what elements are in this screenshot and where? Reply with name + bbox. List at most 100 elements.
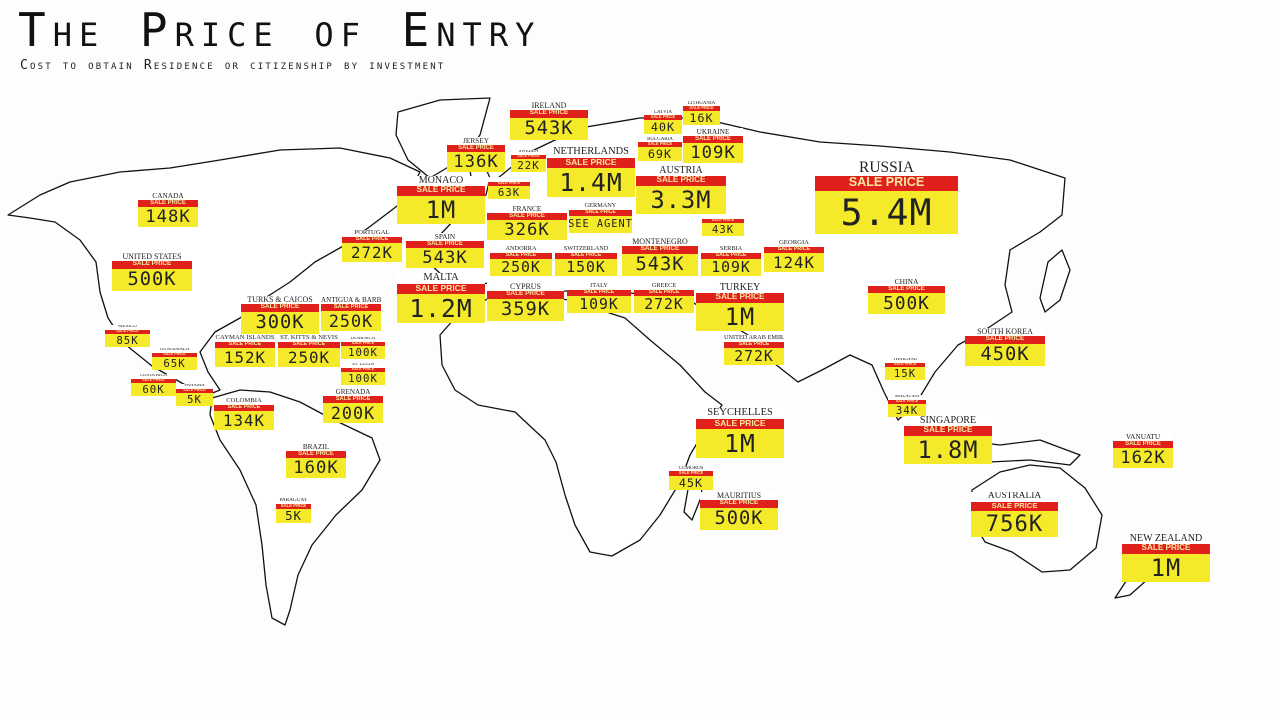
country-name: ST. KITTS & NEVIS bbox=[278, 335, 340, 342]
price-tag-latvia: LATVIA SALE PRICE 40K bbox=[644, 110, 682, 134]
country-name: PARAGUAY bbox=[276, 498, 311, 504]
price-value: 300K bbox=[255, 312, 305, 334]
price-value: 1.8M bbox=[917, 436, 979, 464]
price-tag-mauritius: MAURITIUS SALE PRICE 500K bbox=[700, 492, 778, 530]
country-name: RUSSIA bbox=[815, 160, 958, 177]
price-value: 109K bbox=[711, 258, 751, 276]
price-value: SEE AGENT bbox=[569, 218, 632, 231]
price-value: 162K bbox=[1120, 447, 1166, 468]
sale-price-banner: SALE PRICE bbox=[323, 396, 383, 403]
country-name: SEYCHELLES bbox=[696, 408, 784, 419]
price-tag-paraguay: PARAGUAY SALE PRICE 5K bbox=[276, 498, 311, 523]
sale-price-banner: SALE PRICE bbox=[214, 404, 274, 411]
country-name: ITALY bbox=[567, 283, 631, 290]
price-tag-st-lucia: ST. LUCIA SALE PRICE 100K bbox=[341, 363, 385, 385]
price-tag-canada: CANADA SALE PRICE 148K bbox=[138, 192, 198, 227]
price-tag-comoros: COMOROS SALE PRICE 45K bbox=[669, 466, 713, 490]
sale-price-banner: SALE PRICE bbox=[724, 341, 784, 348]
country-name: BULGARIA bbox=[638, 137, 682, 143]
country-name: SOUTH KOREA bbox=[965, 328, 1045, 337]
price-value: 1M bbox=[425, 196, 457, 224]
country-name: ST. LUCIA bbox=[341, 363, 385, 368]
sale-price-banner: SALE PRICE bbox=[622, 246, 698, 254]
price-value: 45K bbox=[678, 476, 704, 490]
country-name: MONACO bbox=[397, 176, 485, 187]
price-value: 1M bbox=[1150, 554, 1182, 582]
country-name: MEXICO bbox=[105, 325, 150, 330]
price-tag-netherlands: NETHERLANDS SALE PRICE 1.4M bbox=[547, 147, 635, 197]
price-value: 43K bbox=[711, 223, 735, 236]
price-value: 543K bbox=[422, 247, 468, 268]
sale-price-banner: SALE PRICE bbox=[138, 199, 198, 207]
sale-price-banner: SALE PRICE bbox=[341, 341, 385, 346]
price-value: 60K bbox=[142, 383, 165, 396]
sale-price-banner: SALE PRICE bbox=[278, 341, 340, 348]
price-tag-greece: GREECE SALE PRICE 272K bbox=[634, 283, 694, 313]
sale-price-banner: SALE PRICE bbox=[547, 158, 635, 168]
price-value: 40K bbox=[650, 120, 676, 134]
price-tag-ireland: IRELAND SALE PRICE 543K bbox=[510, 102, 588, 140]
sale-price-banner: SALE PRICE bbox=[868, 285, 945, 294]
sale-price-banner: SALE PRICE bbox=[904, 426, 992, 436]
price-value: 160K bbox=[293, 457, 339, 478]
price-value: 109K bbox=[690, 142, 736, 163]
price-value: 5.4M bbox=[840, 191, 933, 234]
price-tag-panama: PANAMA SALE PRICE 5K bbox=[176, 384, 213, 406]
country-name: CYPRUS bbox=[487, 283, 564, 292]
price-value: 3.3M bbox=[650, 186, 712, 214]
price-value: 500K bbox=[127, 269, 177, 291]
country-name: UNITED STATES bbox=[112, 253, 192, 262]
price-tag-switzerland: SWITZERLAND SALE PRICE 150K bbox=[555, 246, 617, 276]
country-name: CAYMAN ISLANDS bbox=[215, 335, 275, 342]
price-tag-spain: SPAIN SALE PRICE 543K bbox=[406, 233, 484, 268]
country-name: MALAYSIA bbox=[888, 395, 926, 400]
country-name: MALTA bbox=[397, 273, 485, 284]
price-value: 1M bbox=[724, 429, 756, 458]
sale-price-banner: SALE PRICE bbox=[490, 252, 552, 259]
price-value: 34K bbox=[895, 404, 919, 417]
country-name: SERBIA bbox=[701, 246, 761, 253]
sale-price-banner: SALE PRICE bbox=[644, 115, 682, 120]
price-tag-bulgaria: BULGARIA SALE PRICE 69K bbox=[638, 137, 682, 161]
price-tag-france: FRANCE SALE PRICE 326K bbox=[487, 205, 567, 240]
sale-price-banner: SALE PRICE bbox=[701, 252, 761, 259]
country-name: AUSTRIA bbox=[636, 166, 726, 177]
sale-price-banner: SALE PRICE bbox=[341, 367, 385, 372]
price-value: 543K bbox=[635, 254, 685, 276]
price-tag-thailand: THAILAND SALE PRICE 15K bbox=[885, 358, 925, 380]
price-value: 250K bbox=[288, 348, 330, 367]
country-name: SWEDEN bbox=[511, 150, 546, 155]
price-value: 134K bbox=[223, 411, 265, 430]
price-tag-jersey: JERSEY SALE PRICE 136K bbox=[447, 137, 505, 172]
country-name: TURKEY bbox=[696, 283, 784, 294]
price-value: 16K bbox=[689, 111, 714, 125]
country-name bbox=[702, 214, 744, 219]
price-value: 152K bbox=[224, 348, 266, 367]
sale-price-banner: SALE PRICE bbox=[176, 388, 213, 393]
country-name: TURKS & CAICOS bbox=[241, 296, 319, 305]
price-tag-turkey: TURKEY SALE PRICE 1M bbox=[696, 283, 784, 331]
price-tag-georgia: GEORGIA SALE PRICE 124K bbox=[764, 240, 824, 272]
country-name: MAURITIUS bbox=[700, 492, 778, 501]
price-tag-colombia: COLOMBIA SALE PRICE 134K bbox=[214, 398, 274, 430]
price-tag-andorra: ANDORRA SALE PRICE 250K bbox=[490, 246, 552, 276]
japan-outline bbox=[1039, 249, 1071, 313]
price-tag-montenegro: MONTENEGRO SALE PRICE 543K bbox=[622, 238, 698, 276]
price-tag-portugal: PORTUGAL SALE PRICE 272K bbox=[342, 230, 402, 262]
price-value: 756K bbox=[985, 510, 1044, 537]
price-value: 543K bbox=[524, 118, 574, 140]
price-value: 500K bbox=[883, 293, 930, 314]
price-tag-brazil: BRAZIL SALE PRICE 160K bbox=[286, 443, 346, 478]
sale-price-banner: SALE PRICE bbox=[971, 501, 1058, 511]
country-name: PANAMA bbox=[176, 384, 213, 389]
sale-price-banner: SALE PRICE bbox=[965, 336, 1045, 344]
sale-price-banner: SALE PRICE bbox=[105, 329, 150, 334]
country-name: MONTENEGRO bbox=[622, 238, 698, 247]
price-tag-cayman-islands: CAYMAN ISLANDS SALE PRICE 152K bbox=[215, 335, 275, 367]
country-name: ANTIGUA & BARBUDA bbox=[321, 297, 381, 305]
price-tag-united-states: UNITED STATES SALE PRICE 500K bbox=[112, 253, 192, 291]
price-tag-costa-rica: COSTA RICA SALE PRICE 60K bbox=[131, 374, 176, 396]
price-tag-unlabeled-15: SALE PRICE 43K bbox=[702, 214, 744, 236]
price-value: 500K bbox=[714, 508, 764, 530]
